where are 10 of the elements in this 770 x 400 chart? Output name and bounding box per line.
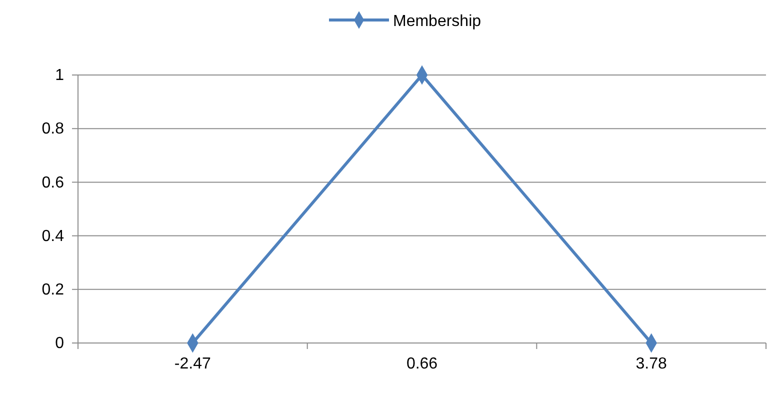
y-tick-label: 0.8 <box>42 120 64 138</box>
x-tick-label: -2.47 <box>174 355 212 372</box>
y-tick-label: 1 <box>55 67 64 84</box>
y-tick-label: 0.4 <box>42 228 64 245</box>
y-tick-label: 0 <box>55 335 64 352</box>
x-tick-label: 3.78 <box>636 355 668 372</box>
x-tick-label: 0.66 <box>406 355 438 372</box>
y-tick-label: 0.2 <box>42 282 64 299</box>
legend-label: Membership <box>392 13 482 30</box>
y-tick-label: 0.6 <box>42 174 64 192</box>
